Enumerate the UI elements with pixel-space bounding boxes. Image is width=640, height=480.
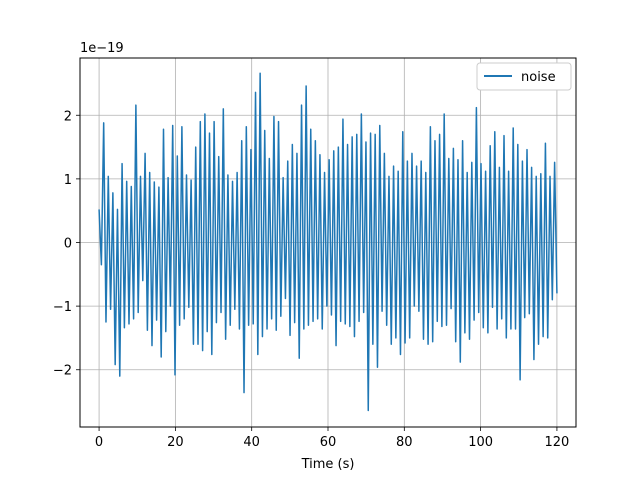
legend-box: [476, 62, 572, 91]
x-tick-label: 0: [95, 435, 103, 450]
x-tick-label: 100: [468, 435, 493, 450]
x-tick-label: 120: [545, 435, 570, 450]
y-tick-label: 1: [64, 173, 72, 188]
x-axis-ticks: 0 20 40 60 80 100 120: [95, 427, 569, 450]
x-tick-label: 60: [320, 435, 337, 450]
x-tick-label: 40: [243, 435, 260, 450]
y-tick-label: −2: [53, 364, 72, 379]
y-offset-label: 1e−19: [80, 41, 124, 56]
legend: noise: [476, 62, 572, 91]
y-tick-label: −1: [53, 300, 72, 315]
legend-label-noise: noise: [521, 70, 556, 85]
y-axis-ticks: −2 −1 0 1 2: [53, 109, 80, 379]
x-tick-label: 80: [396, 435, 413, 450]
series-line-noise: [98, 72, 558, 412]
plot-area: [98, 72, 558, 412]
x-axis-label: Time (s): [301, 457, 355, 472]
y-tick-label: 2: [64, 109, 72, 124]
x-tick-label: 20: [167, 435, 184, 450]
y-tick-label: 0: [64, 237, 72, 252]
